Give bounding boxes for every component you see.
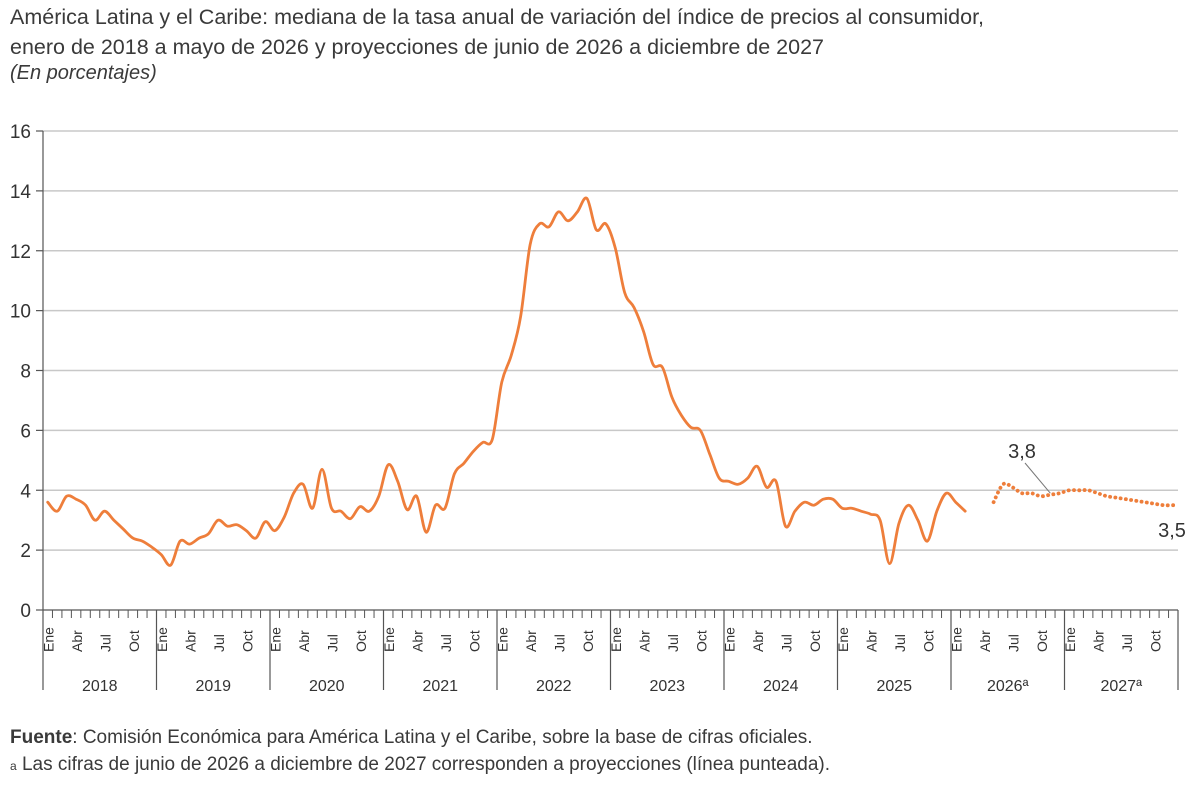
x-month-label: Ene <box>41 627 57 652</box>
x-month-label: Oct <box>920 630 936 652</box>
x-month-label: Jul <box>324 634 340 652</box>
x-month-label: Ene <box>154 627 170 652</box>
x-month-label: Jul <box>1005 634 1021 652</box>
x-month-label: Abr <box>69 630 85 652</box>
footnote-mark: a <box>10 759 17 773</box>
x-month-label: Abr <box>410 630 426 652</box>
x-month-label: Ene <box>381 627 397 652</box>
x-month-label: Abr <box>977 630 993 652</box>
y-tick-label: 12 <box>10 242 31 263</box>
chart-notes: Fuente: Comisión Económica para América … <box>10 724 830 778</box>
x-year-label: 2026ª <box>987 678 1029 695</box>
x-month-label: Oct <box>126 630 142 652</box>
x-month-label: Oct <box>693 630 709 652</box>
x-month-label: Jul <box>97 634 113 652</box>
x-month-label: Oct <box>580 630 596 652</box>
y-tick-label: 16 <box>10 122 31 143</box>
y-tick-label: 14 <box>10 182 32 203</box>
axes: 0 2 4 6 8 10 12 14 16 Ene Abr Jul Oct 2018 Ene Abr Jul Oc… <box>10 122 1179 695</box>
x-month-label: Abr <box>183 630 199 652</box>
x-month-label: Oct <box>807 630 823 652</box>
x-month-label: Jul <box>892 634 908 652</box>
x-month-label: Jul <box>211 634 227 652</box>
x-year-label: 2018 <box>82 678 118 695</box>
x-month-label: Jul <box>665 634 681 652</box>
x-month-label: Oct <box>239 630 255 652</box>
annotation-leader <box>1024 462 1051 494</box>
x-month-label: Jul <box>1119 634 1135 652</box>
x-month-label: Abr <box>523 630 539 652</box>
x-month-label: Abr <box>864 630 880 652</box>
x-year-label: 2020 <box>309 678 345 695</box>
x-month-label: Ene <box>495 627 511 652</box>
y-tick-label: 6 <box>20 421 31 442</box>
x-year-label: 2023 <box>649 678 685 695</box>
x-month-label: Ene <box>608 627 624 652</box>
x-month-label: Oct <box>466 630 482 652</box>
x-year-label: 2019 <box>195 678 231 695</box>
x-month-label: Jul <box>778 634 794 652</box>
x-month-label: Jul <box>438 634 454 652</box>
x-year-label: 2022 <box>536 678 572 695</box>
x-month-label: Ene <box>268 627 284 652</box>
gridlines <box>43 130 1178 551</box>
annotation-label-projection-end: 3,5 <box>1158 520 1186 542</box>
x-month-label: Oct <box>353 630 369 652</box>
series-lines <box>46 196 1176 567</box>
y-tick-label: 10 <box>10 302 31 323</box>
x-month-label: Ene <box>1062 627 1078 652</box>
x-month-label: Oct <box>1034 630 1050 652</box>
x-year-label: 2025 <box>876 678 912 695</box>
x-month-label: Ene <box>949 627 965 652</box>
x-month-label: Oct <box>1147 630 1163 652</box>
x-month-label: Jul <box>551 634 567 652</box>
line-chart: 0 2 4 6 8 10 12 14 16 Ene Abr Jul Oct 2018 Ene Abr Jul Oc… <box>10 122 1186 695</box>
annotations: 3,8 3,5 <box>1008 441 1186 542</box>
source-label: Fuente <box>10 727 73 748</box>
chart-title-line-1: América Latina y el Caribe: mediana de l… <box>10 5 985 29</box>
x-month-label: Abr <box>637 630 653 652</box>
projection-series-line <box>991 481 1176 508</box>
y-tick-label: 0 <box>20 601 31 622</box>
x-month-label: Abr <box>1091 630 1107 652</box>
chart-title: América Latina y el Caribe: mediana de l… <box>10 2 1190 62</box>
x-year-label: 2024 <box>763 678 799 695</box>
y-tick-label: 2 <box>20 541 31 562</box>
footnote-text: Las cifras de junio de 2026 a diciembre … <box>16 754 830 775</box>
x-year-label: 2027ª <box>1100 678 1142 695</box>
x-year-label: 2021 <box>422 678 458 695</box>
chart-subtitle: (En porcentajes) <box>10 62 157 84</box>
observed-series-line <box>46 196 967 567</box>
annotation-label-projection-start: 3,8 <box>1008 441 1036 463</box>
x-month-label: Ene <box>835 627 851 652</box>
y-tick-label: 8 <box>20 362 31 383</box>
source-text: : Comisión Económica para América Latina… <box>72 727 813 748</box>
x-month-label: Ene <box>722 627 738 652</box>
chart-title-line-2: enero de 2018 a mayo de 2026 y proyeccio… <box>10 35 824 59</box>
x-month-label: Abr <box>296 630 312 652</box>
source-note: Fuente: Comisión Económica para América … <box>10 724 830 751</box>
y-tick-label: 4 <box>20 481 31 502</box>
footnote: a Las cifras de junio de 2026 a diciembr… <box>10 751 830 778</box>
x-month-label: Abr <box>750 630 766 652</box>
